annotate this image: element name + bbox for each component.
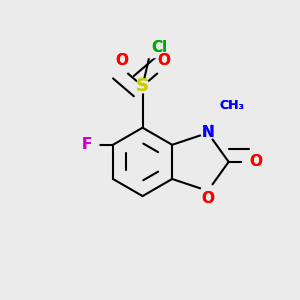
Text: S: S <box>136 77 149 95</box>
Text: O: O <box>115 53 128 68</box>
Circle shape <box>85 138 99 152</box>
Circle shape <box>243 155 256 169</box>
Circle shape <box>115 61 128 75</box>
Text: O: O <box>201 191 214 206</box>
Circle shape <box>206 98 234 126</box>
Text: CH₃: CH₃ <box>220 99 245 112</box>
Text: N: N <box>202 125 214 140</box>
Text: O: O <box>249 154 262 169</box>
Text: Cl: Cl <box>152 40 168 55</box>
Circle shape <box>201 126 214 140</box>
Text: O: O <box>249 154 262 169</box>
Text: F: F <box>82 137 92 152</box>
Text: N: N <box>202 125 214 140</box>
Text: Cl: Cl <box>152 40 168 55</box>
Text: O: O <box>201 191 214 206</box>
Text: O: O <box>115 53 128 68</box>
Circle shape <box>141 37 162 58</box>
Text: F: F <box>82 137 92 152</box>
Circle shape <box>136 80 149 93</box>
Text: CH₃: CH₃ <box>220 99 245 112</box>
Circle shape <box>201 184 214 198</box>
Text: O: O <box>157 53 170 68</box>
Text: O: O <box>157 53 170 68</box>
Text: S: S <box>136 77 149 95</box>
Circle shape <box>157 61 170 75</box>
